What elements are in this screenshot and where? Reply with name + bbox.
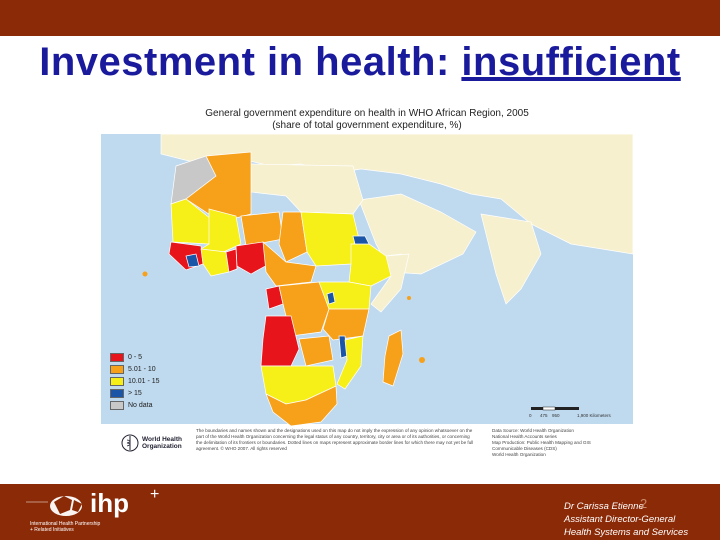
legend-label: 0 - 5 xyxy=(128,354,143,361)
slide-title: Investment in health: insufficient xyxy=(0,40,720,85)
who-logo: World Health Organization xyxy=(121,434,182,452)
legend-swatch xyxy=(110,377,124,386)
region-chad xyxy=(278,211,308,263)
map-title-line2: (share of total government expenditure, … xyxy=(272,120,462,131)
region-somalia xyxy=(370,253,410,313)
ihp-globe-icon xyxy=(26,496,82,516)
region-mozambique xyxy=(336,335,364,390)
ihp-logo-plus: + xyxy=(150,486,160,503)
region-eritrea xyxy=(352,235,370,245)
legend-swatch xyxy=(110,353,124,362)
region-rwanda xyxy=(326,291,336,305)
scale-label-1: 475 xyxy=(540,413,548,418)
region-south-africa xyxy=(265,385,338,427)
region-tanzania xyxy=(322,308,370,341)
map-disclaimer: The boundaries and names shown and the d… xyxy=(196,428,474,451)
title-emphasis: insufficient xyxy=(461,40,681,84)
speaker-dept: Health Systems and Services xyxy=(564,527,689,538)
footer-banner xyxy=(0,484,720,540)
region-car xyxy=(262,241,317,287)
legend-item: > 15 xyxy=(110,388,176,399)
map-panel xyxy=(101,104,634,466)
region-mauritius xyxy=(419,357,425,363)
legend-item: 0 - 5 xyxy=(110,352,176,363)
scale-bar: 0 475 950 1,900 Kilometers xyxy=(529,406,612,418)
title-text: Investment in health: xyxy=(39,40,462,84)
legend-label: No data xyxy=(128,402,153,409)
legend-label: > 15 xyxy=(128,390,142,397)
speaker-title: Assistant Director-General xyxy=(564,514,676,525)
map-source: Data Source: World Health Organization N… xyxy=(492,428,591,457)
who-logo-line1: World Health xyxy=(142,436,182,443)
ihp-logo-text: ihp xyxy=(90,488,129,518)
region-benin xyxy=(225,248,238,273)
who-emblem-icon xyxy=(121,434,139,452)
map-title-line1: General government expenditure on health… xyxy=(205,108,529,119)
legend-item: 10.01 - 15 xyxy=(110,376,176,387)
region-zambia xyxy=(298,335,334,367)
region-burkina xyxy=(200,248,230,277)
legend-item: No data xyxy=(110,400,176,411)
speaker-info: Dr Carissa Etienne Assistant Director-Ge… xyxy=(564,500,688,539)
map-legend: 0 - 5 5.01 - 10 10.01 - 15 > 15 No data xyxy=(110,352,176,412)
slide-number: 2 xyxy=(640,496,648,511)
region-guinea xyxy=(185,253,200,268)
legend-swatch xyxy=(110,389,124,398)
india xyxy=(480,213,542,305)
ihp-logo-subtitle: International Health Partnership + Relat… xyxy=(30,521,101,533)
region-seychelles xyxy=(407,296,411,300)
speaker-name: Dr Carissa Etienne xyxy=(564,501,644,512)
legend-item: 5.01 - 10 xyxy=(110,364,176,375)
region-madagascar xyxy=(382,329,404,387)
scale-label-0: 0 xyxy=(529,413,532,418)
top-banner xyxy=(0,0,720,36)
legend-swatch xyxy=(110,365,124,374)
region-cape-verde xyxy=(142,271,148,277)
who-logo-line2: Organization xyxy=(142,443,182,450)
legend-swatch xyxy=(110,401,124,410)
map-title: General government expenditure on health… xyxy=(101,108,633,132)
legend-label: 5.01 - 10 xyxy=(128,366,156,373)
scale-label-3: 1,900 Kilometers xyxy=(577,413,612,418)
legend-label: 10.01 - 15 xyxy=(128,378,160,385)
scale-label-2: 950 xyxy=(552,413,560,418)
africa-map xyxy=(101,133,634,427)
